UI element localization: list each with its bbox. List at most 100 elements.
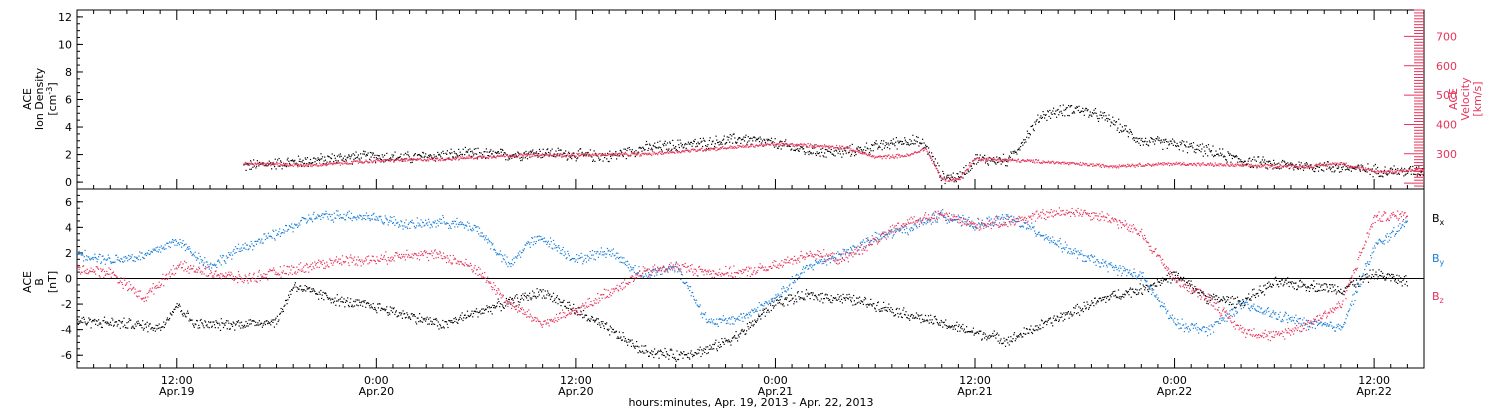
top-point [826, 149, 828, 151]
bottom-point [896, 307, 898, 309]
bottom-point [280, 307, 282, 310]
top-point [746, 141, 749, 143]
top-point [1006, 159, 1008, 161]
top-point [1362, 168, 1364, 170]
top-point [1235, 165, 1237, 167]
top-point [1183, 162, 1185, 164]
bottom-point [627, 344, 629, 346]
top-point [1082, 162, 1084, 164]
top-point [839, 147, 841, 149]
bottom-point [1085, 307, 1087, 309]
bottom-point [1071, 315, 1073, 317]
top-point [814, 144, 816, 146]
top-point [833, 147, 835, 149]
top-point [1121, 165, 1123, 167]
top-point [931, 159, 933, 161]
top-point [422, 160, 424, 162]
top-point [859, 146, 862, 148]
top-point [1040, 115, 1042, 117]
top-point [476, 158, 478, 160]
bottom-point [632, 342, 634, 345]
top-point [673, 151, 675, 153]
top-point [511, 155, 513, 157]
top-point [1109, 125, 1112, 127]
bottom-point [955, 324, 957, 326]
top-point [898, 154, 900, 156]
bottom-point [139, 324, 141, 326]
bottom-point [765, 307, 767, 309]
top-point [381, 154, 383, 156]
bottom-point [228, 328, 231, 330]
top-point [587, 153, 589, 155]
bottom-point [1069, 313, 1071, 315]
top-point [1185, 164, 1187, 166]
top-point [861, 152, 863, 154]
top-point [660, 152, 662, 155]
top-point [963, 167, 965, 169]
top-point [1109, 165, 1111, 167]
bottom-point [295, 286, 297, 288]
top-point [360, 153, 362, 155]
top-point [859, 151, 861, 153]
bottom-point [886, 310, 888, 312]
top-point [1117, 127, 1119, 129]
bottom-point [309, 287, 311, 289]
top-point [640, 147, 642, 149]
top-point [901, 155, 903, 157]
top-point [772, 141, 774, 143]
top-point [711, 143, 713, 145]
top-point [1373, 165, 1375, 167]
bottom-point [996, 332, 998, 334]
top-point [782, 143, 784, 145]
top-point [1243, 165, 1245, 167]
top-point [268, 163, 270, 165]
bottom-point [885, 309, 888, 311]
bottom-point [1047, 319, 1049, 321]
top-point [906, 153, 908, 155]
top-point [374, 154, 376, 156]
top-point [1299, 168, 1302, 170]
top-point [714, 145, 716, 148]
top-point [932, 163, 934, 165]
top-point [1169, 143, 1171, 145]
top-point [960, 176, 963, 178]
top-point [1253, 156, 1255, 158]
top-point [763, 138, 765, 140]
top-point [586, 152, 588, 154]
top-point [1216, 153, 1219, 155]
top-point [452, 157, 454, 159]
top-point [901, 143, 903, 145]
bottom-point [412, 315, 414, 317]
top-point [813, 145, 815, 147]
top-point [1401, 171, 1403, 173]
bottom-point [803, 297, 805, 299]
bottom-point [698, 349, 701, 351]
top-point [1079, 161, 1082, 164]
bottom-point [1020, 334, 1022, 336]
bottom-point [880, 310, 882, 312]
bottom-point [149, 323, 151, 325]
top-point [1288, 164, 1290, 166]
top-point [445, 158, 447, 161]
top-point [560, 149, 562, 151]
top-point [554, 156, 556, 158]
top-point [462, 148, 464, 150]
top-point [1410, 170, 1412, 172]
bottom-point [180, 310, 182, 313]
top-point [1130, 131, 1132, 133]
bottom-point [917, 314, 919, 316]
top-point [836, 150, 838, 152]
bottom-point [83, 318, 85, 320]
top-point [372, 152, 374, 154]
top-point [431, 157, 433, 159]
top-point [440, 156, 442, 158]
top-point [626, 153, 628, 155]
bottom-point [987, 337, 989, 339]
top-point [506, 154, 508, 156]
bottom-point [909, 319, 911, 321]
top-point [1032, 161, 1034, 163]
top-point [740, 139, 743, 141]
top-point [771, 141, 773, 143]
top-point [244, 163, 246, 165]
top-point [457, 157, 459, 159]
